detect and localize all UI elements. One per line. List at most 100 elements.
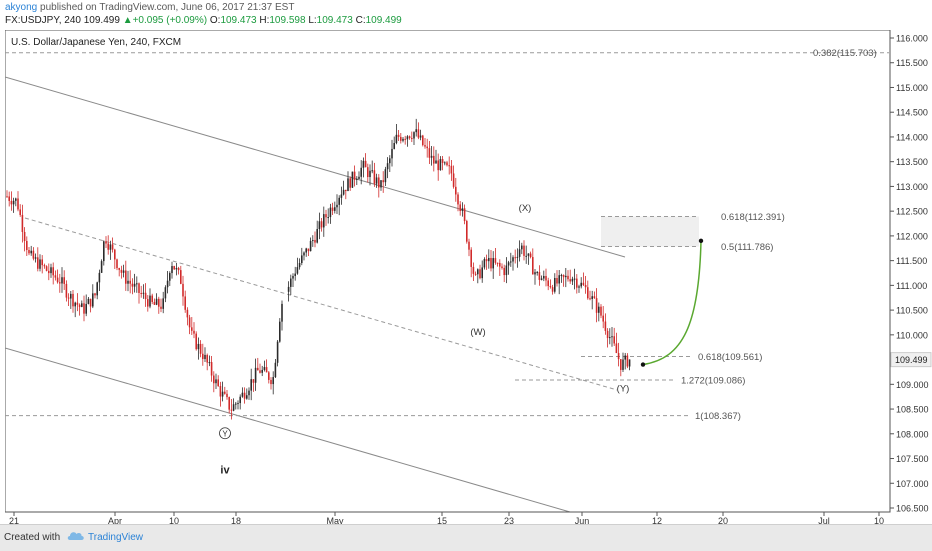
- candle-body: [274, 362, 277, 378]
- candle-body: [459, 204, 461, 211]
- candle-body: [540, 278, 543, 280]
- candle-body: [560, 274, 563, 276]
- candle-body: [309, 240, 312, 252]
- candle-body: [534, 272, 536, 275]
- candle-body: [527, 253, 530, 256]
- candle-body: [591, 296, 593, 299]
- candle-body: [386, 163, 389, 170]
- candle-body: [472, 266, 475, 274]
- y-tick-label: 111.500: [896, 256, 927, 266]
- low-label: L:: [308, 15, 317, 26]
- candle-body: [114, 249, 116, 260]
- candle-body: [496, 262, 499, 264]
- wave-circle-marker: [219, 427, 231, 440]
- candle-body: [98, 272, 101, 283]
- high-label: H:: [259, 15, 270, 26]
- candle-body: [118, 268, 120, 270]
- candle-body: [45, 266, 48, 271]
- candle-body: [96, 282, 98, 296]
- candle-body: [155, 298, 158, 305]
- y-tick-label: 110.500: [896, 306, 928, 316]
- candle-body: [208, 362, 211, 364]
- candle-body: [505, 265, 508, 276]
- candle-body: [573, 278, 576, 280]
- candle-body: [149, 295, 151, 307]
- candle-body: [349, 178, 351, 188]
- candle-body: [424, 145, 426, 147]
- candle-body: [94, 293, 96, 296]
- candle-body: [303, 252, 305, 256]
- candle-body: [254, 367, 257, 383]
- projection-end-point: [698, 238, 704, 244]
- candle-body: [74, 302, 76, 307]
- y-tick-label: 116.000: [896, 34, 928, 44]
- candle-body: [122, 270, 125, 273]
- candle-body: [444, 162, 446, 164]
- candle-body: [483, 259, 486, 268]
- candle-body: [393, 143, 395, 149]
- candle-body: [441, 159, 444, 164]
- candle-body: [197, 343, 200, 350]
- candle-body: [72, 293, 74, 307]
- candle-body: [320, 221, 323, 228]
- symbol-label: FX:USDJPY, 240: [5, 15, 81, 26]
- candle-body: [171, 266, 173, 274]
- candle-body: [433, 155, 435, 164]
- candle-body: [338, 197, 340, 205]
- candle-body: [180, 270, 182, 284]
- candle-body: [28, 250, 30, 254]
- candle-body: [217, 379, 219, 387]
- candle-body: [389, 158, 391, 164]
- candle-body: [279, 321, 281, 342]
- candle-body: [235, 403, 237, 405]
- x-tick-label: 23: [504, 516, 514, 524]
- candle-body: [6, 196, 8, 198]
- candle-body: [204, 354, 206, 360]
- candle-body: [100, 261, 103, 273]
- candle-body: [312, 240, 314, 242]
- candle-body: [140, 292, 142, 294]
- price-chart[interactable]: U.S. Dollar/Japanese Yen, 240, FXCM 0.38…: [5, 30, 932, 524]
- candle-body: [477, 269, 479, 275]
- author-link[interactable]: akyong: [5, 2, 38, 13]
- candle-body: [384, 169, 387, 183]
- wave-label-x: (X): [519, 203, 532, 214]
- candle-body: [226, 393, 228, 398]
- candle-body: [545, 275, 547, 281]
- candle-body: [92, 293, 94, 307]
- fib-level-label: 0.5(111.786): [721, 242, 773, 253]
- projection-start-point: [640, 362, 646, 367]
- close-label: C:: [355, 15, 366, 26]
- candle-body: [186, 309, 189, 318]
- tradingview-brand-link[interactable]: TradingView: [88, 532, 144, 543]
- candle-body: [48, 270, 50, 274]
- candle-body: [562, 274, 565, 278]
- candle-body: [615, 343, 618, 354]
- candle-body: [543, 275, 545, 279]
- candle-body: [56, 277, 59, 283]
- x-tick-label: Apr: [108, 516, 122, 524]
- candle-body: [345, 189, 347, 192]
- candle-body: [323, 214, 325, 228]
- candle-body: [457, 194, 459, 205]
- candle-body: [448, 165, 450, 167]
- candle-body: [252, 379, 255, 383]
- candle-body: [356, 178, 358, 180]
- candle-body: [270, 379, 272, 385]
- candle-body: [17, 198, 19, 210]
- candle-body: [147, 299, 149, 307]
- y-tick-label: 110.000: [896, 330, 928, 340]
- tradingview-cloud-icon[interactable]: [67, 530, 85, 542]
- candle-body: [175, 267, 178, 270]
- candle-body: [173, 266, 175, 270]
- candle-body: [125, 270, 127, 284]
- chart-area[interactable]: U.S. Dollar/Japanese Yen, 240, FXCM 0.38…: [5, 30, 932, 524]
- candle-body: [624, 355, 626, 360]
- created-with-text: Created with: [4, 532, 61, 543]
- candle-body: [263, 367, 266, 370]
- candle-body: [437, 160, 439, 171]
- candle-body: [538, 272, 541, 280]
- candle-body: [30, 250, 32, 254]
- candle-body: [378, 177, 380, 188]
- candle-body: [296, 267, 299, 274]
